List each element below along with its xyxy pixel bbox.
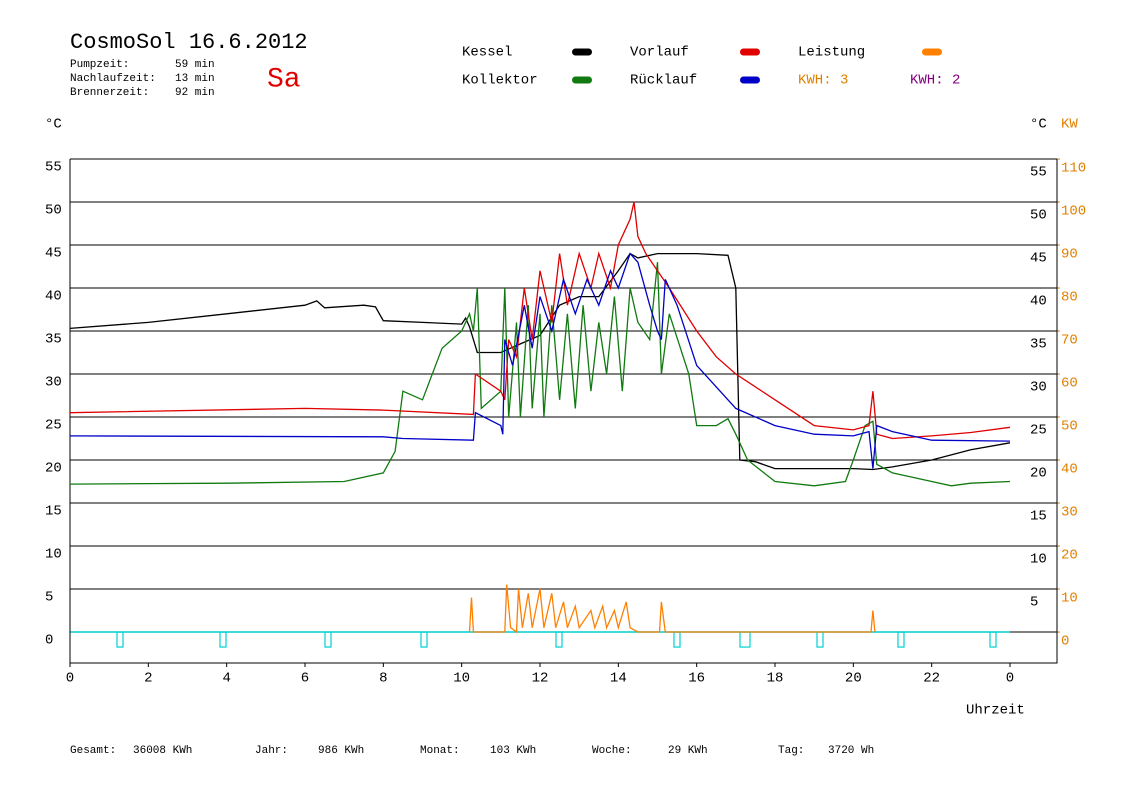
footer-value: 29 KWh bbox=[668, 745, 708, 757]
footer-value: 103 KWh bbox=[490, 745, 536, 757]
legend-label: Rücklauf bbox=[630, 73, 697, 89]
x-tick-label: 4 bbox=[222, 671, 230, 687]
info-label: Nachlaufzeit: bbox=[70, 73, 156, 85]
y2-tick-label: 100 bbox=[1061, 204, 1086, 220]
y-tick-label-right: 10 bbox=[1030, 552, 1047, 568]
y-tick-label: 20 bbox=[45, 461, 62, 477]
y-tick-label-right: 35 bbox=[1030, 337, 1047, 353]
y-tick-label: 0 bbox=[45, 633, 53, 649]
x-axis-label: Uhrzeit bbox=[966, 703, 1025, 719]
y2-tick-label: 0 bbox=[1061, 634, 1069, 650]
footer-label: Jahr: bbox=[255, 745, 288, 757]
legend-swatch bbox=[922, 48, 942, 56]
legend-swatch bbox=[740, 76, 760, 84]
x-tick-label: 12 bbox=[532, 671, 549, 687]
pump-marker bbox=[420, 631, 428, 648]
x-tick-label: 18 bbox=[767, 671, 784, 687]
footer-value: 3720 Wh bbox=[828, 745, 874, 757]
series-line bbox=[468, 584, 876, 634]
kwh-label: KWH: 3 bbox=[798, 73, 848, 89]
series-line bbox=[69, 252, 1011, 471]
y-tick-label: 15 bbox=[45, 504, 62, 520]
legend-label: Vorlauf bbox=[630, 45, 689, 61]
info-label: Pumpzeit: bbox=[70, 59, 129, 71]
x-tick-label: 0 bbox=[1006, 671, 1014, 687]
y2-unit: KW bbox=[1061, 117, 1078, 133]
y2-tick-label: 10 bbox=[1061, 591, 1078, 607]
y-tick-label: 55 bbox=[45, 160, 62, 176]
legend-swatch bbox=[740, 48, 760, 56]
x-tick-label: 2 bbox=[144, 671, 152, 687]
y-tick-label-right: 15 bbox=[1030, 509, 1047, 525]
legend-label: Kessel bbox=[462, 45, 512, 61]
series-line bbox=[69, 201, 1011, 440]
pump-marker bbox=[116, 631, 124, 648]
footer-label: Tag: bbox=[778, 745, 804, 757]
x-tick-label: 0 bbox=[66, 671, 74, 687]
y-unit: °C bbox=[45, 117, 62, 133]
pump-marker bbox=[673, 631, 681, 648]
info-label: Brennerzeit: bbox=[70, 87, 149, 99]
y-tick-label-right: 20 bbox=[1030, 466, 1047, 482]
series-line bbox=[69, 252, 1011, 469]
y2-tick-label: 70 bbox=[1061, 333, 1078, 349]
legend-swatch bbox=[572, 76, 592, 84]
chart-title: CosmoSol 16.6.2012 bbox=[70, 30, 308, 55]
legend-swatch bbox=[572, 48, 592, 56]
x-tick-label: 20 bbox=[845, 671, 862, 687]
y-tick-label: 30 bbox=[45, 375, 62, 391]
y-tick-label: 50 bbox=[45, 203, 62, 219]
legend-label: Leistung bbox=[798, 45, 865, 61]
pump-marker bbox=[989, 631, 997, 648]
y-tick-label: 5 bbox=[45, 590, 53, 606]
y-tick-label-right: 45 bbox=[1030, 251, 1047, 267]
pump-marker bbox=[324, 631, 332, 648]
footer-label: Gesamt: bbox=[70, 745, 116, 757]
kwh-label: KWH: 2 bbox=[910, 73, 960, 89]
footer-label: Woche: bbox=[592, 745, 632, 757]
y-tick-label: 40 bbox=[45, 289, 62, 305]
y2-tick-label: 110 bbox=[1061, 161, 1086, 177]
y-tick-label-right: 55 bbox=[1030, 165, 1047, 181]
x-tick-label: 10 bbox=[453, 671, 470, 687]
info-value: 59 min bbox=[175, 59, 215, 71]
y2-tick-label: 50 bbox=[1061, 419, 1078, 435]
y-tick-label-right: 25 bbox=[1030, 423, 1047, 439]
x-tick-label: 22 bbox=[923, 671, 940, 687]
y-tick-label: 25 bbox=[45, 418, 62, 434]
y-tick-label: 45 bbox=[45, 246, 62, 262]
y-tick-label: 10 bbox=[45, 547, 62, 563]
y-tick-label-right: 50 bbox=[1030, 208, 1047, 224]
y-tick-label-right: 40 bbox=[1030, 294, 1047, 310]
legend-label: Kollektor bbox=[462, 73, 538, 89]
weekday: Sa bbox=[267, 64, 301, 95]
x-tick-label: 14 bbox=[610, 671, 627, 687]
pump-marker bbox=[739, 631, 751, 648]
y2-tick-label: 60 bbox=[1061, 376, 1078, 392]
pump-marker bbox=[219, 631, 227, 648]
y2-tick-label: 40 bbox=[1061, 462, 1078, 478]
x-tick-label: 8 bbox=[379, 671, 387, 687]
info-value: 92 min bbox=[175, 87, 215, 99]
y2-tick-label: 80 bbox=[1061, 290, 1078, 306]
footer-value: 986 KWh bbox=[318, 745, 364, 757]
series-line bbox=[69, 262, 1011, 487]
pump-marker bbox=[897, 631, 905, 648]
x-tick-label: 6 bbox=[301, 671, 309, 687]
footer-label: Monat: bbox=[420, 745, 460, 757]
info-value: 13 min bbox=[175, 73, 215, 85]
y-tick-label-right: 30 bbox=[1030, 380, 1047, 396]
x-tick-label: 16 bbox=[688, 671, 705, 687]
y2-tick-label: 30 bbox=[1061, 505, 1078, 521]
pump-marker bbox=[555, 631, 563, 648]
plot-frame bbox=[69, 159, 1058, 664]
y-tick-label-right: 5 bbox=[1030, 595, 1038, 611]
y2-tick-label: 90 bbox=[1061, 247, 1078, 263]
y-unit-right: °C bbox=[1030, 117, 1047, 133]
footer-value: 36008 KWh bbox=[133, 745, 192, 757]
pump-marker bbox=[816, 631, 824, 648]
y2-tick-label: 20 bbox=[1061, 548, 1078, 564]
y-tick-label: 35 bbox=[45, 332, 62, 348]
